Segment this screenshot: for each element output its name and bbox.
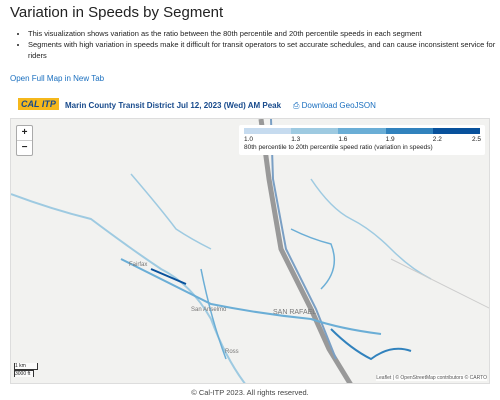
place-label: Ross [225,349,239,355]
legend-swatch [432,128,480,134]
place-label: Fairfax [129,262,148,268]
legend-tick: 2.2 [432,136,442,143]
scale-ft: 3000 ft [14,370,34,377]
bullet-list: This visualization shows variation as th… [14,28,498,61]
map-title: Marin County Transit District Jul 12, 20… [65,101,282,110]
legend-swatch [291,128,339,134]
zoom-control: + − [16,125,33,156]
zoom-in[interactable]: + [17,126,32,141]
legend: 1.0 1.3 1.6 1.9 2.2 2.5 80th percentile to 20t… [239,125,485,155]
legend-tick: 1.6 [338,136,348,143]
place-label: San Anselmo [191,307,227,313]
logo-text: ITP [41,99,56,109]
download-text[interactable]: Download GeoJSON [301,101,376,110]
legend-caption: 80th percentile to 20th percentile speed… [244,144,433,151]
map-header: CAL ITP Marin County Transit District Ju… [10,96,490,114]
legend-swatch [244,128,292,134]
page-title: Variation in Speeds by Segment [10,4,224,21]
place-label: SAN RAFAEL [273,309,317,316]
scale-bar: 1 km 3000 ft [14,363,38,377]
legend-swatch [338,128,386,134]
map-roads [11,119,489,383]
zoom-out[interactable]: − [21,142,28,153]
legend-tick: 1.9 [385,136,395,143]
logo-text: CAL [21,99,40,109]
map-link[interactable]: Open Full Map in New Tab [10,74,105,83]
footer: © Cal-ITP 2023. All rights reserved. [191,388,309,397]
legend-swatch [385,128,433,134]
bullet: Segments with high variation in speeds m… [28,39,498,61]
download-link[interactable]: ⎙ Download GeoJSON [293,101,376,110]
logo: CAL ITP [18,98,59,110]
legend-tick: 2.5 [472,136,482,143]
legend-tick: 1.0 [244,136,254,143]
scale-km: 1 km [14,363,38,370]
bullet: This visualization shows variation as th… [28,28,498,39]
map[interactable]: + − 1.0 1.3 1.6 1.9 2.2 2.5 80th percentile to… [10,118,490,384]
attribution: Leaflet | © OpenStreetMap contributors ©… [376,375,487,381]
legend-tick: 1.3 [291,136,301,143]
